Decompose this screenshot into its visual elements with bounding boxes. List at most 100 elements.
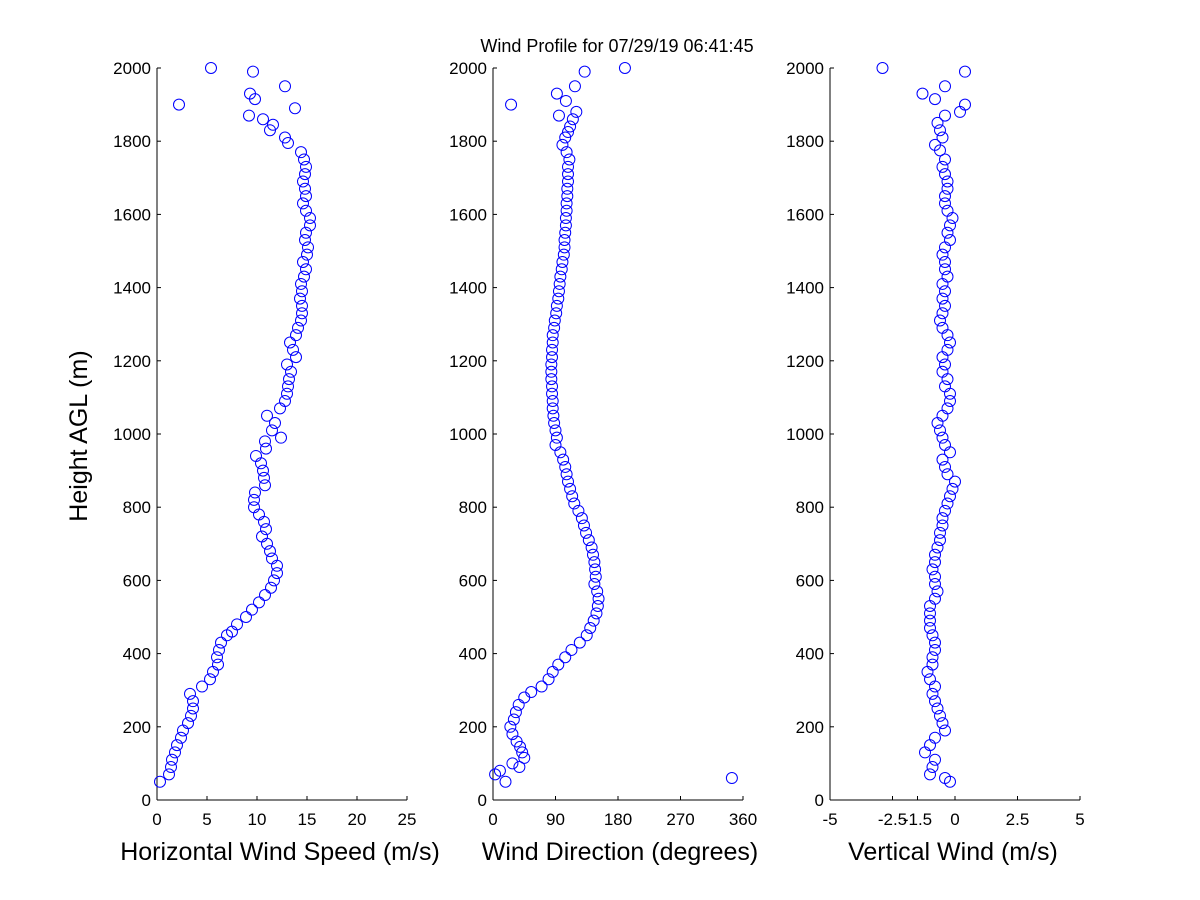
data-point [929,548,941,561]
data-point [297,255,309,268]
data-point [302,241,314,254]
data-point [926,629,939,642]
data-point [924,739,936,752]
data-point [545,365,558,378]
data-point [939,299,951,312]
data-point [926,651,939,664]
data-point [165,761,177,774]
data-point [283,373,295,386]
data-point [548,321,561,334]
data-point [941,204,954,217]
data-point [559,460,572,473]
data-point [256,530,268,543]
data-point [552,285,565,298]
data-point [294,292,306,305]
data-point [274,402,286,415]
data-point [588,578,601,591]
data-point [929,753,941,766]
y-tick-label: 1800 [786,132,824,151]
data-point [260,442,272,455]
data-point [560,146,573,159]
data-point [169,746,181,759]
y-tick-label: 1400 [113,279,151,298]
data-point [213,643,225,656]
data-point [292,321,304,334]
x-tick-label: 270 [666,810,694,829]
x-tick-label: 5 [1075,810,1084,829]
x-tick-label: 20 [348,810,367,829]
data-point [926,658,939,671]
data-point [562,168,574,181]
panel-horizontal-wind-speed: 0 200 400 600 800 1000 1200 1400 1600 1800 2000 0 5 1… [113,59,416,829]
data-point [546,380,559,393]
data-point [271,559,283,572]
data-point [939,190,951,203]
data-point [187,702,199,715]
data-point [931,116,944,129]
data-point [300,263,312,276]
data-point [269,417,281,430]
data-point [560,468,573,481]
data-point [212,658,224,671]
y-tick-label: 400 [123,645,151,664]
data-point [546,329,559,342]
x-tick-label: 0 [488,810,497,829]
data-point [266,552,278,565]
data-point [257,113,269,126]
data-point [936,431,949,444]
data-point [207,665,219,678]
data-point [507,713,520,726]
data-point [939,168,951,181]
data-point [941,497,954,510]
data-point [929,731,941,744]
data-point [185,709,197,722]
data-point [929,138,941,151]
data-point [941,402,954,415]
data-point [592,592,605,605]
data-point [941,343,954,356]
data-point [560,197,573,210]
y-tick-label: 200 [796,718,824,737]
data-point [929,636,941,649]
data-point [499,775,512,788]
x-tick-label: 2.5 [1006,810,1030,829]
data-point [566,113,579,126]
data-point [211,651,223,664]
data-point [939,241,951,254]
data-point [261,537,273,550]
data-point [546,336,559,349]
data-point [557,453,570,466]
data-point [588,556,601,569]
data-point [934,709,946,722]
x-tick-label: 0 [152,810,161,829]
y-tick-label: 1000 [113,425,151,444]
data-point [941,329,954,342]
data-point [299,168,311,181]
data-point [936,277,949,290]
data-point [215,636,227,649]
data-point [550,431,563,444]
data-point [298,270,310,283]
data-point [566,490,579,503]
y-tick-label: 0 [142,791,151,810]
data-point [281,387,293,400]
data-point [535,680,548,693]
data-point [545,358,558,371]
data-point [934,526,946,539]
y-tick-label: 200 [123,718,151,737]
y-tick-label: 200 [459,718,487,737]
data-point [268,574,280,587]
data-point [575,512,588,525]
data-point [506,757,519,770]
data-point [926,687,939,700]
data-point [939,197,951,210]
y-tick-label: 1000 [449,425,487,444]
data-point [562,475,574,488]
data-point [559,94,572,107]
data-point [299,234,311,247]
x-tick-label: 25 [398,810,417,829]
data-point [298,153,310,166]
data-point [554,270,567,283]
data-point [177,724,189,737]
